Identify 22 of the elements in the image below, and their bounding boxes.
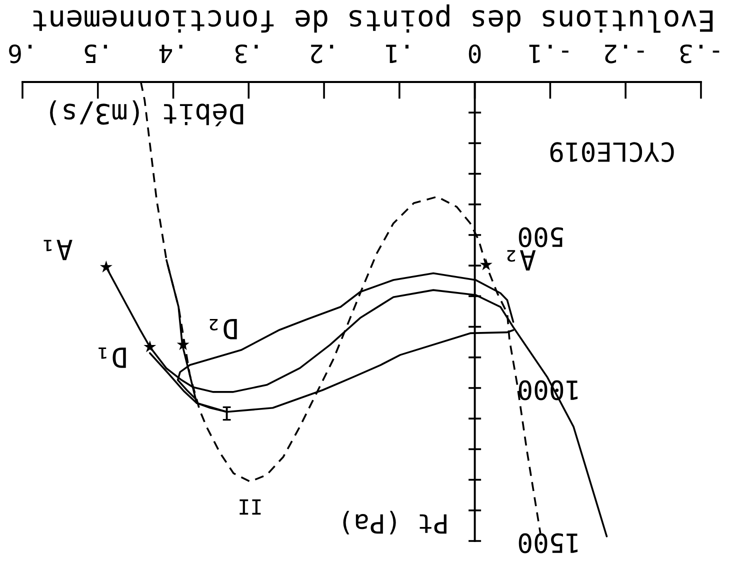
annotation: A₂: [507, 250, 536, 271]
annotation: CYCLE019: [550, 142, 674, 162]
y-tick-label: 1000: [518, 380, 578, 400]
x-tick-label: -.1: [529, 44, 568, 64]
y-tick-label: 500: [518, 227, 563, 248]
x-tick-label: 0: [468, 44, 481, 64]
x-tick-label: .3: [235, 44, 258, 64]
annotation: II: [240, 499, 261, 515]
chart-title: Evolutions des points de fonctionnement: [33, 4, 713, 33]
x-tick-label: -.3: [680, 44, 720, 64]
annotation: D₂: [210, 318, 237, 340]
x-axis-title: Débit (m3/s): [50, 100, 244, 126]
x-tick-label: -.2: [605, 44, 644, 64]
x-tick-label: .5: [84, 44, 107, 64]
x-tick-label: .6: [9, 44, 32, 64]
x-tick-label: .2: [311, 44, 334, 64]
y-axis-title: Pt (Pa): [343, 510, 446, 534]
x-tick-label: .1: [386, 44, 409, 64]
annotation: A₁: [44, 240, 72, 260]
annotation: D₁: [98, 347, 126, 368]
y-tick-label: 1500: [518, 533, 578, 554]
x-tick-label: .4: [159, 44, 182, 64]
